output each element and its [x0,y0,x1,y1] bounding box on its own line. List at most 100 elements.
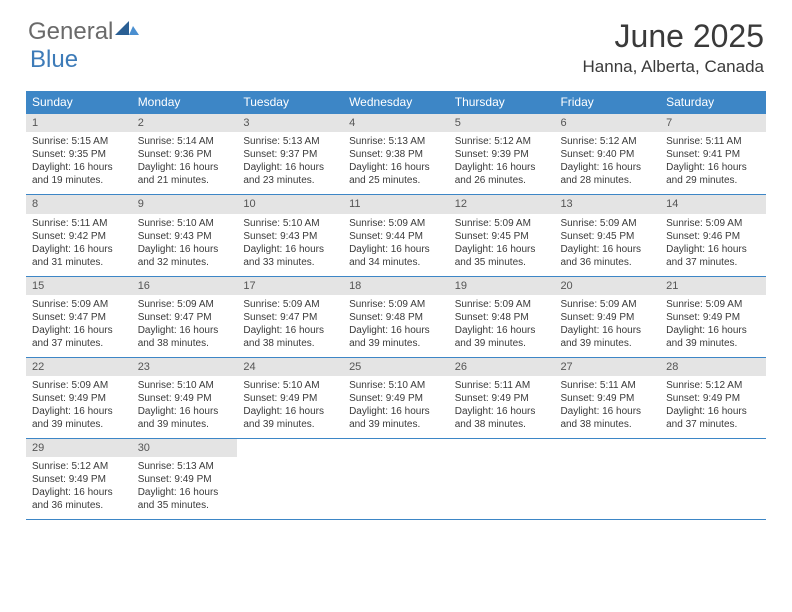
day-number: 10 [237,195,343,213]
weekday-header: Tuesday [237,91,343,113]
day-details: Sunrise: 5:09 AMSunset: 9:48 PMDaylight:… [343,295,449,357]
day-details: Sunrise: 5:09 AMSunset: 9:49 PMDaylight:… [26,376,132,438]
title-block: June 2025 Hanna, Alberta, Canada [583,18,764,77]
day-number: 1 [26,114,132,132]
day-number: 6 [554,114,660,132]
day-details: Sunrise: 5:09 AMSunset: 9:47 PMDaylight:… [26,295,132,357]
day-number: 7 [660,114,766,132]
day-details [343,443,449,505]
day-number: 23 [132,358,238,376]
day-details: Sunrise: 5:09 AMSunset: 9:47 PMDaylight:… [132,295,238,357]
day-details [237,443,343,505]
day-number: 29 [26,439,132,457]
weekday-header: Wednesday [343,91,449,113]
logo-flag-icon [115,16,141,44]
calendar-day-cell: 24Sunrise: 5:10 AMSunset: 9:49 PMDayligh… [237,358,343,438]
weekday-header: Sunday [26,91,132,113]
calendar-day-cell: 2Sunrise: 5:14 AMSunset: 9:36 PMDaylight… [132,114,238,194]
calendar-week-row: 8Sunrise: 5:11 AMSunset: 9:42 PMDaylight… [26,194,766,275]
calendar-day-cell: 25Sunrise: 5:10 AMSunset: 9:49 PMDayligh… [343,358,449,438]
calendar-day-cell: 10Sunrise: 5:10 AMSunset: 9:43 PMDayligh… [237,195,343,275]
calendar-day-cell: 11Sunrise: 5:09 AMSunset: 9:44 PMDayligh… [343,195,449,275]
logo-text-blue: Blue [30,46,78,74]
day-details: Sunrise: 5:13 AMSunset: 9:38 PMDaylight:… [343,132,449,194]
calendar-day-cell: 1Sunrise: 5:15 AMSunset: 9:35 PMDaylight… [26,114,132,194]
calendar-day-empty [237,439,343,519]
calendar-day-cell: 19Sunrise: 5:09 AMSunset: 9:48 PMDayligh… [449,277,555,357]
calendar-day-cell: 8Sunrise: 5:11 AMSunset: 9:42 PMDaylight… [26,195,132,275]
day-details [660,443,766,505]
calendar-day-empty [343,439,449,519]
day-number: 15 [26,277,132,295]
calendar-week-row: 15Sunrise: 5:09 AMSunset: 9:47 PMDayligh… [26,276,766,357]
calendar-day-cell: 3Sunrise: 5:13 AMSunset: 9:37 PMDaylight… [237,114,343,194]
day-details: Sunrise: 5:11 AMSunset: 9:49 PMDaylight:… [554,376,660,438]
day-details: Sunrise: 5:09 AMSunset: 9:49 PMDaylight:… [660,295,766,357]
calendar-table: SundayMondayTuesdayWednesdayThursdayFrid… [26,91,766,520]
logo: General [28,18,141,46]
day-details: Sunrise: 5:14 AMSunset: 9:36 PMDaylight:… [132,132,238,194]
day-details: Sunrise: 5:10 AMSunset: 9:49 PMDaylight:… [343,376,449,438]
logo-text-general: General [28,18,113,46]
day-details: Sunrise: 5:09 AMSunset: 9:44 PMDaylight:… [343,214,449,276]
day-details: Sunrise: 5:11 AMSunset: 9:42 PMDaylight:… [26,214,132,276]
day-details: Sunrise: 5:10 AMSunset: 9:49 PMDaylight:… [132,376,238,438]
calendar-day-cell: 30Sunrise: 5:13 AMSunset: 9:49 PMDayligh… [132,439,238,519]
calendar-day-cell: 9Sunrise: 5:10 AMSunset: 9:43 PMDaylight… [132,195,238,275]
day-details: Sunrise: 5:12 AMSunset: 9:39 PMDaylight:… [449,132,555,194]
day-number: 27 [554,358,660,376]
calendar-day-empty [554,439,660,519]
day-number: 5 [449,114,555,132]
calendar-day-cell: 4Sunrise: 5:13 AMSunset: 9:38 PMDaylight… [343,114,449,194]
day-details: Sunrise: 5:10 AMSunset: 9:43 PMDaylight:… [237,214,343,276]
day-details: Sunrise: 5:09 AMSunset: 9:45 PMDaylight:… [449,214,555,276]
day-number: 2 [132,114,238,132]
day-number: 25 [343,358,449,376]
calendar-day-cell: 5Sunrise: 5:12 AMSunset: 9:39 PMDaylight… [449,114,555,194]
day-details: Sunrise: 5:10 AMSunset: 9:43 PMDaylight:… [132,214,238,276]
day-details: Sunrise: 5:09 AMSunset: 9:46 PMDaylight:… [660,214,766,276]
calendar-day-cell: 17Sunrise: 5:09 AMSunset: 9:47 PMDayligh… [237,277,343,357]
day-details: Sunrise: 5:15 AMSunset: 9:35 PMDaylight:… [26,132,132,194]
day-details: Sunrise: 5:09 AMSunset: 9:49 PMDaylight:… [554,295,660,357]
calendar-day-cell: 26Sunrise: 5:11 AMSunset: 9:49 PMDayligh… [449,358,555,438]
day-details: Sunrise: 5:09 AMSunset: 9:47 PMDaylight:… [237,295,343,357]
calendar-day-cell: 29Sunrise: 5:12 AMSunset: 9:49 PMDayligh… [26,439,132,519]
day-details: Sunrise: 5:13 AMSunset: 9:49 PMDaylight:… [132,457,238,519]
month-title: June 2025 [583,18,764,55]
calendar-day-cell: 14Sunrise: 5:09 AMSunset: 9:46 PMDayligh… [660,195,766,275]
day-number: 22 [26,358,132,376]
day-number: 11 [343,195,449,213]
day-number: 8 [26,195,132,213]
day-number: 26 [449,358,555,376]
calendar-day-cell: 23Sunrise: 5:10 AMSunset: 9:49 PMDayligh… [132,358,238,438]
day-number: 24 [237,358,343,376]
day-details: Sunrise: 5:12 AMSunset: 9:40 PMDaylight:… [554,132,660,194]
day-number: 4 [343,114,449,132]
calendar-day-empty [449,439,555,519]
day-number: 21 [660,277,766,295]
weekday-header: Friday [554,91,660,113]
calendar-day-cell: 6Sunrise: 5:12 AMSunset: 9:40 PMDaylight… [554,114,660,194]
calendar-day-cell: 16Sunrise: 5:09 AMSunset: 9:47 PMDayligh… [132,277,238,357]
day-details: Sunrise: 5:09 AMSunset: 9:48 PMDaylight:… [449,295,555,357]
day-details: Sunrise: 5:10 AMSunset: 9:49 PMDaylight:… [237,376,343,438]
calendar-day-cell: 22Sunrise: 5:09 AMSunset: 9:49 PMDayligh… [26,358,132,438]
day-details: Sunrise: 5:12 AMSunset: 9:49 PMDaylight:… [660,376,766,438]
day-details: Sunrise: 5:13 AMSunset: 9:37 PMDaylight:… [237,132,343,194]
day-details: Sunrise: 5:11 AMSunset: 9:41 PMDaylight:… [660,132,766,194]
calendar-day-cell: 20Sunrise: 5:09 AMSunset: 9:49 PMDayligh… [554,277,660,357]
day-number: 20 [554,277,660,295]
calendar-day-cell: 27Sunrise: 5:11 AMSunset: 9:49 PMDayligh… [554,358,660,438]
location-label: Hanna, Alberta, Canada [583,57,764,77]
day-number: 3 [237,114,343,132]
weekday-header-row: SundayMondayTuesdayWednesdayThursdayFrid… [26,91,766,113]
calendar-day-cell: 18Sunrise: 5:09 AMSunset: 9:48 PMDayligh… [343,277,449,357]
day-number: 17 [237,277,343,295]
calendar-week-row: 22Sunrise: 5:09 AMSunset: 9:49 PMDayligh… [26,357,766,438]
weekday-header: Monday [132,91,238,113]
calendar-week-row: 29Sunrise: 5:12 AMSunset: 9:49 PMDayligh… [26,438,766,520]
weekday-header: Saturday [660,91,766,113]
day-number: 13 [554,195,660,213]
day-details [449,443,555,505]
